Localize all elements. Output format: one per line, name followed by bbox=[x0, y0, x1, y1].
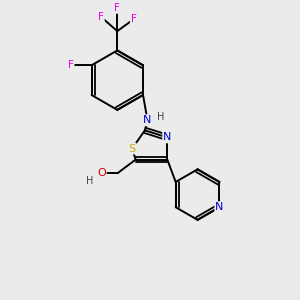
Text: F: F bbox=[131, 14, 137, 24]
Text: S: S bbox=[129, 143, 136, 154]
Text: N: N bbox=[143, 115, 152, 125]
Text: F: F bbox=[68, 60, 74, 70]
Text: N: N bbox=[215, 202, 224, 212]
Text: O: O bbox=[97, 168, 106, 178]
Text: N: N bbox=[163, 132, 172, 142]
Text: H: H bbox=[157, 112, 165, 122]
Text: H: H bbox=[86, 176, 94, 186]
Text: F: F bbox=[114, 3, 120, 13]
Text: F: F bbox=[98, 12, 104, 22]
